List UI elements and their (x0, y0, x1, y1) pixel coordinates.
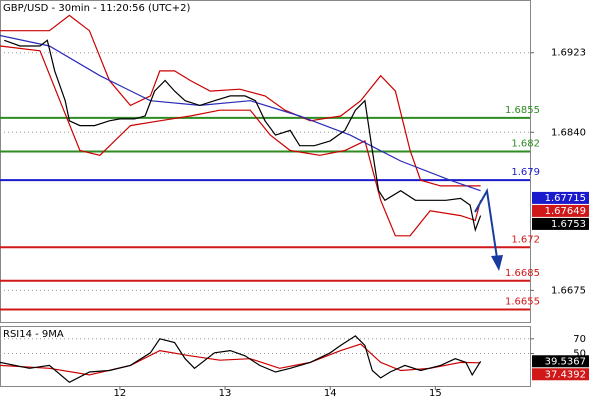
price-tag-label: 1.67715 (545, 193, 586, 204)
level-label: 1.6855 (505, 105, 540, 116)
level-label: 1.6685 (505, 268, 540, 279)
forecast-arrowhead (491, 255, 503, 271)
level-label: 1.672 (511, 234, 540, 245)
level-label: 1.679 (511, 167, 540, 178)
panel-title: RSI14 - 9MA (3, 329, 64, 340)
x-tick-label: 15 (429, 388, 442, 399)
price-tag (532, 368, 589, 381)
level-label: 1.682 (511, 138, 540, 149)
panel-title: GBP/USD - 30min - 11:20:56 (UTC+2) (3, 3, 190, 14)
y-tick-label: 1.6675 (551, 285, 586, 296)
series-line (0, 335, 482, 384)
price-panel (0, 0, 531, 323)
y-tick-label: 50 (573, 349, 586, 360)
price-tag-label: 1.6753 (551, 219, 586, 230)
forecast-arrow (474, 187, 498, 259)
y-tick-label: 1.6840 (551, 127, 586, 138)
series-line (0, 34, 481, 192)
price-tag-label: 37.4392 (545, 369, 586, 380)
y-tick-label: 70 (573, 334, 586, 345)
y-tick-label: 1.6923 (551, 48, 586, 59)
price-tag (532, 191, 589, 204)
x-tick-label: 13 (219, 388, 232, 399)
series-line (3, 39, 482, 233)
price-tag-label: 39.5367 (545, 356, 586, 367)
plot: 1.6923 1.6840 1.6675 1.6855 1.682 1.679 1.672 1… (0, 3, 589, 399)
price-tag (532, 217, 589, 230)
x-tick-label: 14 (324, 388, 337, 399)
rsi-panel (0, 326, 531, 387)
x-tick-label: 12 (114, 388, 127, 399)
price-tag (532, 355, 589, 368)
series-line (0, 45, 482, 237)
price-tag (532, 204, 589, 217)
series-line (0, 14, 481, 187)
price-tag-label: 1.67649 (545, 206, 586, 217)
level-label: 1.6655 (505, 297, 540, 308)
